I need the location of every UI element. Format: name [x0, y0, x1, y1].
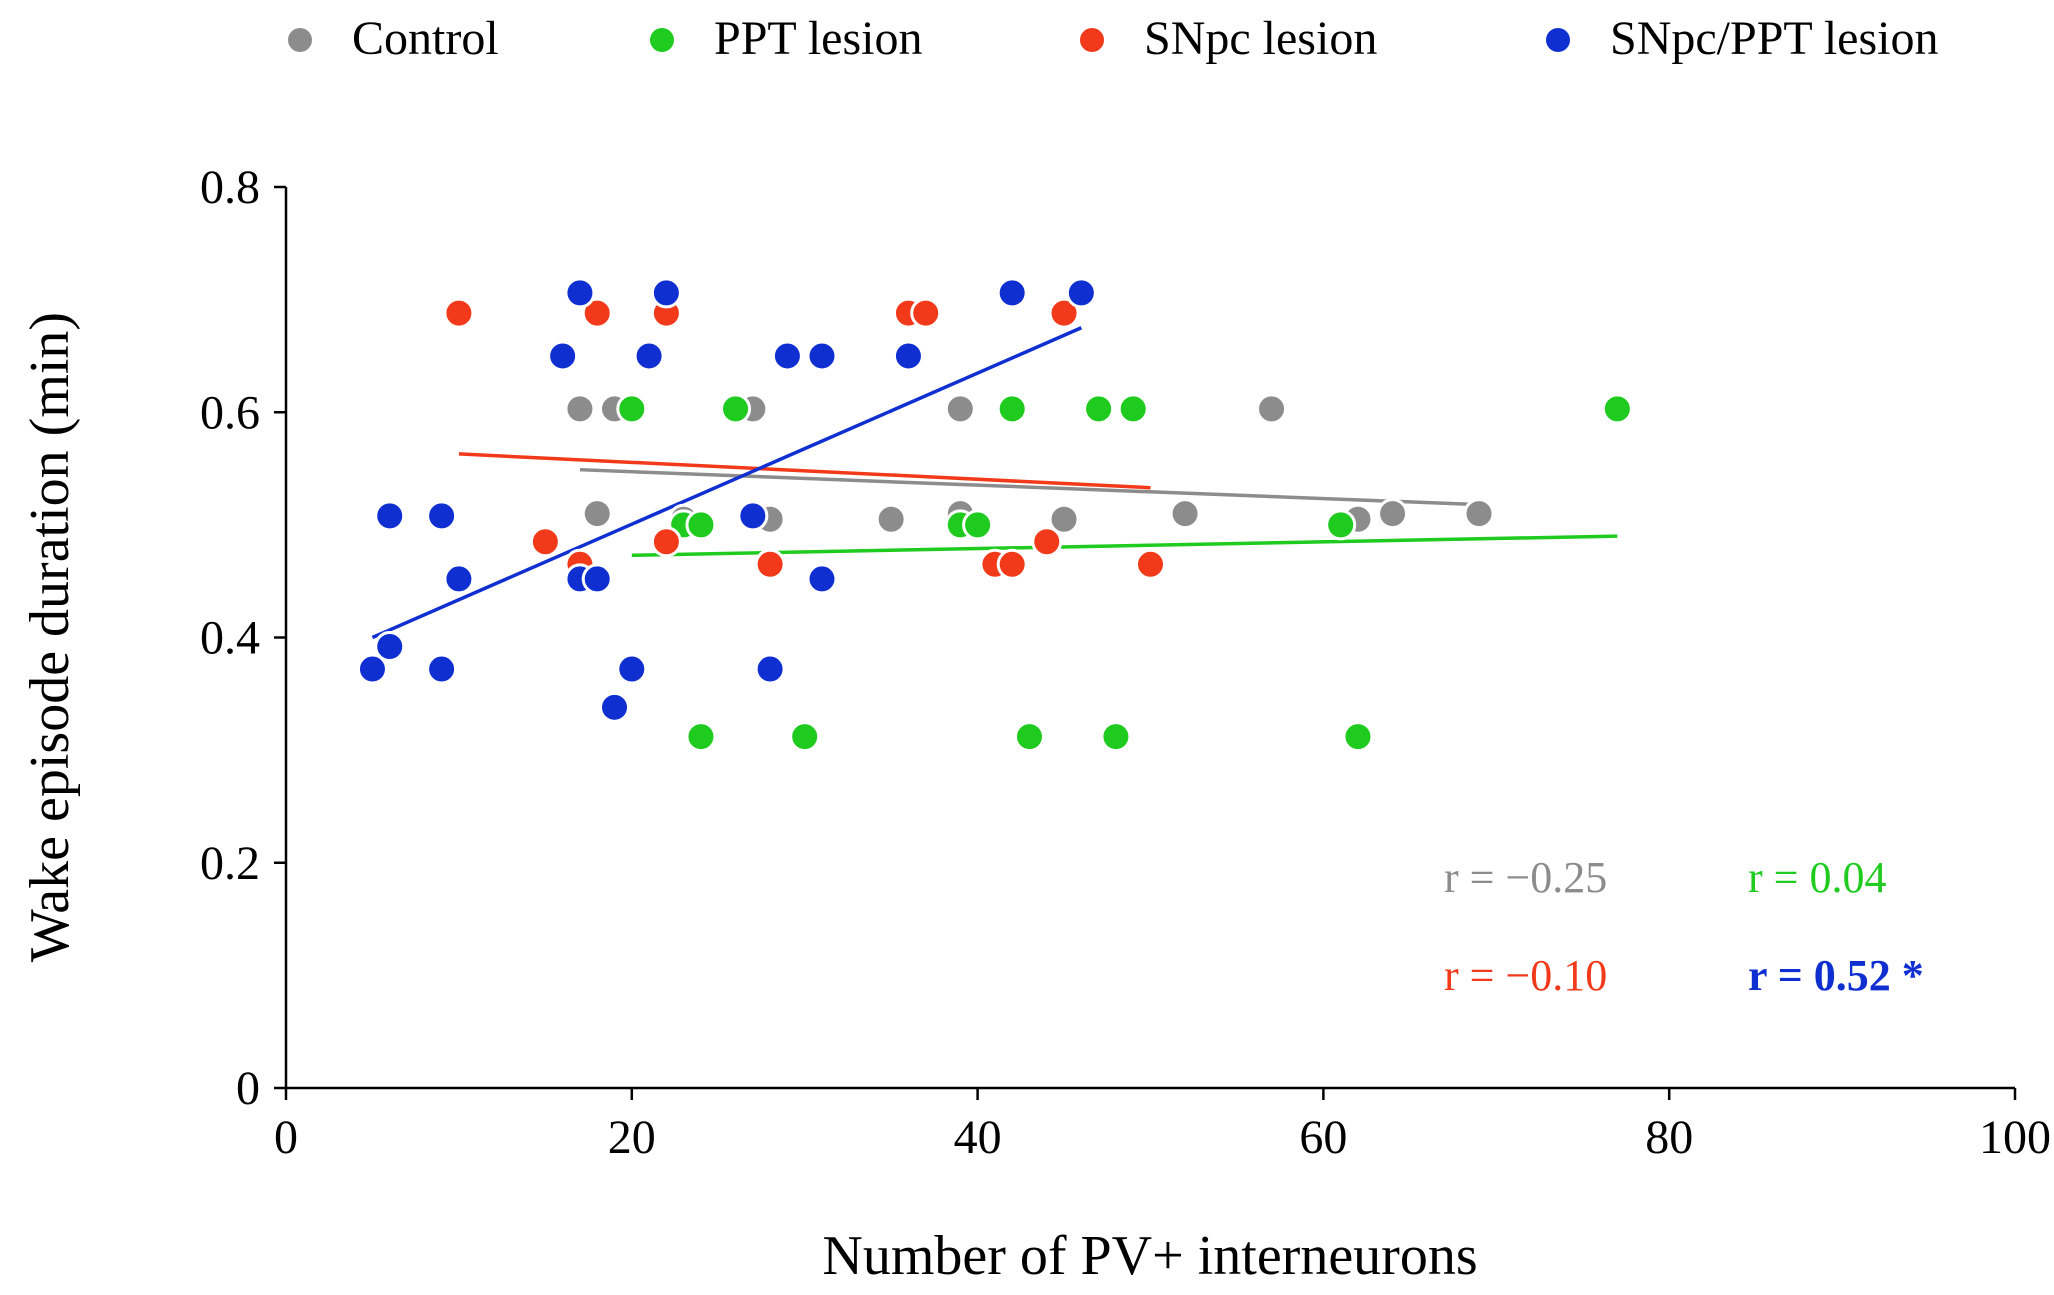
x-tick-label: 0	[274, 1111, 298, 1164]
point-ppt-lesion	[789, 721, 821, 753]
point-snpc-ppt-lesion	[443, 563, 475, 595]
legend-label-snpc-lesion: SNpc lesion	[1144, 12, 1377, 65]
point-snpc-ppt-lesion	[737, 500, 769, 532]
x-tick-label: 100	[1979, 1111, 2051, 1164]
point-snpc-ppt-lesion	[892, 340, 924, 372]
point-ppt-lesion	[685, 509, 717, 541]
point-control	[1256, 393, 1288, 425]
point-snpc-ppt-lesion	[754, 653, 786, 685]
point-snpc-lesion	[996, 548, 1028, 580]
r-label-control: r = −0.25	[1444, 853, 1607, 902]
x-tick-label: 80	[1645, 1111, 1693, 1164]
point-ppt-lesion	[1117, 393, 1149, 425]
point-ppt-lesion	[1325, 509, 1357, 541]
trendline-ppt-lesion	[631, 534, 1618, 558]
point-snpc-ppt-lesion	[806, 563, 838, 595]
y-tick-label: 0.2	[200, 837, 260, 890]
point-snpc-ppt-lesion	[1065, 277, 1097, 309]
point-snpc-ppt-lesion	[650, 277, 682, 309]
point-control	[1169, 498, 1201, 530]
legend: Control PPT lesion SNpc lesion SNpc/PPT les…	[288, 12, 1939, 65]
point-snpc-ppt-lesion	[996, 277, 1028, 309]
point-snpc-ppt-lesion	[771, 340, 803, 372]
r-label-snpc-lesion: r = −0.10	[1444, 951, 1607, 1000]
x-axis-label: Number of PV+ interneurons	[822, 1225, 1477, 1287]
point-snpc-lesion	[910, 297, 942, 329]
legend-marker-control	[288, 28, 312, 52]
point-snpc-lesion	[754, 548, 786, 580]
point-snpc-ppt-lesion	[581, 563, 613, 595]
data-points	[356, 277, 1633, 753]
point-control	[564, 393, 596, 425]
y-tick-label: 0.4	[200, 612, 260, 665]
point-snpc-ppt-lesion	[374, 631, 406, 663]
legend-marker-snpc-ppt-lesion	[1546, 28, 1570, 52]
point-control	[1377, 498, 1409, 530]
point-control	[944, 393, 976, 425]
point-snpc-ppt-lesion	[547, 340, 579, 372]
x-tick-label: 20	[608, 1111, 656, 1164]
point-snpc-ppt-lesion	[426, 653, 458, 685]
point-snpc-lesion	[529, 526, 561, 558]
legend-marker-snpc-lesion	[1080, 28, 1104, 52]
trendline-snpc-lesion	[458, 452, 1151, 490]
legend-marker-ppt-lesion	[650, 28, 674, 52]
x-tick-label: 60	[1299, 1111, 1347, 1164]
ticks: 0 20 40 60 80 100 0 0.2 0.4 0.6 0.8	[200, 161, 2051, 1164]
point-snpc-ppt-lesion	[374, 500, 406, 532]
y-tick-label: 0.8	[200, 161, 260, 214]
point-ppt-lesion	[1601, 393, 1633, 425]
point-snpc-ppt-lesion	[599, 691, 631, 723]
r-label-ppt-lesion: r = 0.04	[1748, 853, 1886, 902]
point-control	[581, 498, 613, 530]
legend-label-control: Control	[352, 12, 499, 65]
y-tick-label: 0.6	[200, 386, 260, 439]
point-snpc-ppt-lesion	[633, 340, 665, 372]
legend-label-snpc-ppt-lesion: SNpc/PPT lesion	[1610, 12, 1939, 65]
point-ppt-lesion	[1100, 721, 1132, 753]
point-snpc-ppt-lesion	[356, 653, 388, 685]
point-ppt-lesion	[1013, 721, 1045, 753]
point-snpc-lesion	[1048, 297, 1080, 329]
point-ppt-lesion	[685, 721, 717, 753]
point-snpc-lesion	[1135, 548, 1166, 580]
point-ppt-lesion	[1342, 721, 1374, 753]
y-tick-label: 0	[236, 1062, 260, 1115]
point-snpc-ppt-lesion	[616, 653, 648, 685]
point-snpc-ppt-lesion	[806, 340, 838, 372]
point-control	[1048, 503, 1080, 535]
point-ppt-lesion	[1083, 393, 1115, 425]
point-snpc-ppt-lesion	[426, 500, 458, 532]
correlation-labels: r = −0.25 r = 0.04 r = −0.10 r = 0.52 *	[1444, 853, 1924, 1000]
trendline-control	[579, 467, 1480, 507]
point-ppt-lesion	[720, 393, 752, 425]
x-tick-label: 40	[954, 1111, 1002, 1164]
y-axis-label: Wake episode duration (min)	[19, 312, 81, 962]
legend-label-ppt-lesion: PPT lesion	[714, 12, 923, 65]
point-control	[875, 503, 907, 535]
point-snpc-lesion	[443, 297, 475, 329]
point-ppt-lesion	[962, 509, 994, 541]
point-ppt-lesion	[996, 393, 1028, 425]
point-control	[1463, 498, 1495, 530]
point-snpc-lesion	[1031, 526, 1063, 558]
point-snpc-lesion	[650, 526, 682, 558]
r-label-snpc-ppt-lesion: r = 0.52 *	[1748, 951, 1924, 1000]
point-snpc-lesion	[581, 297, 613, 329]
trendlines	[371, 326, 1618, 640]
trendline-snpc-ppt-lesion	[371, 326, 1083, 640]
point-ppt-lesion	[616, 393, 648, 425]
point-snpc-ppt-lesion	[564, 277, 596, 309]
